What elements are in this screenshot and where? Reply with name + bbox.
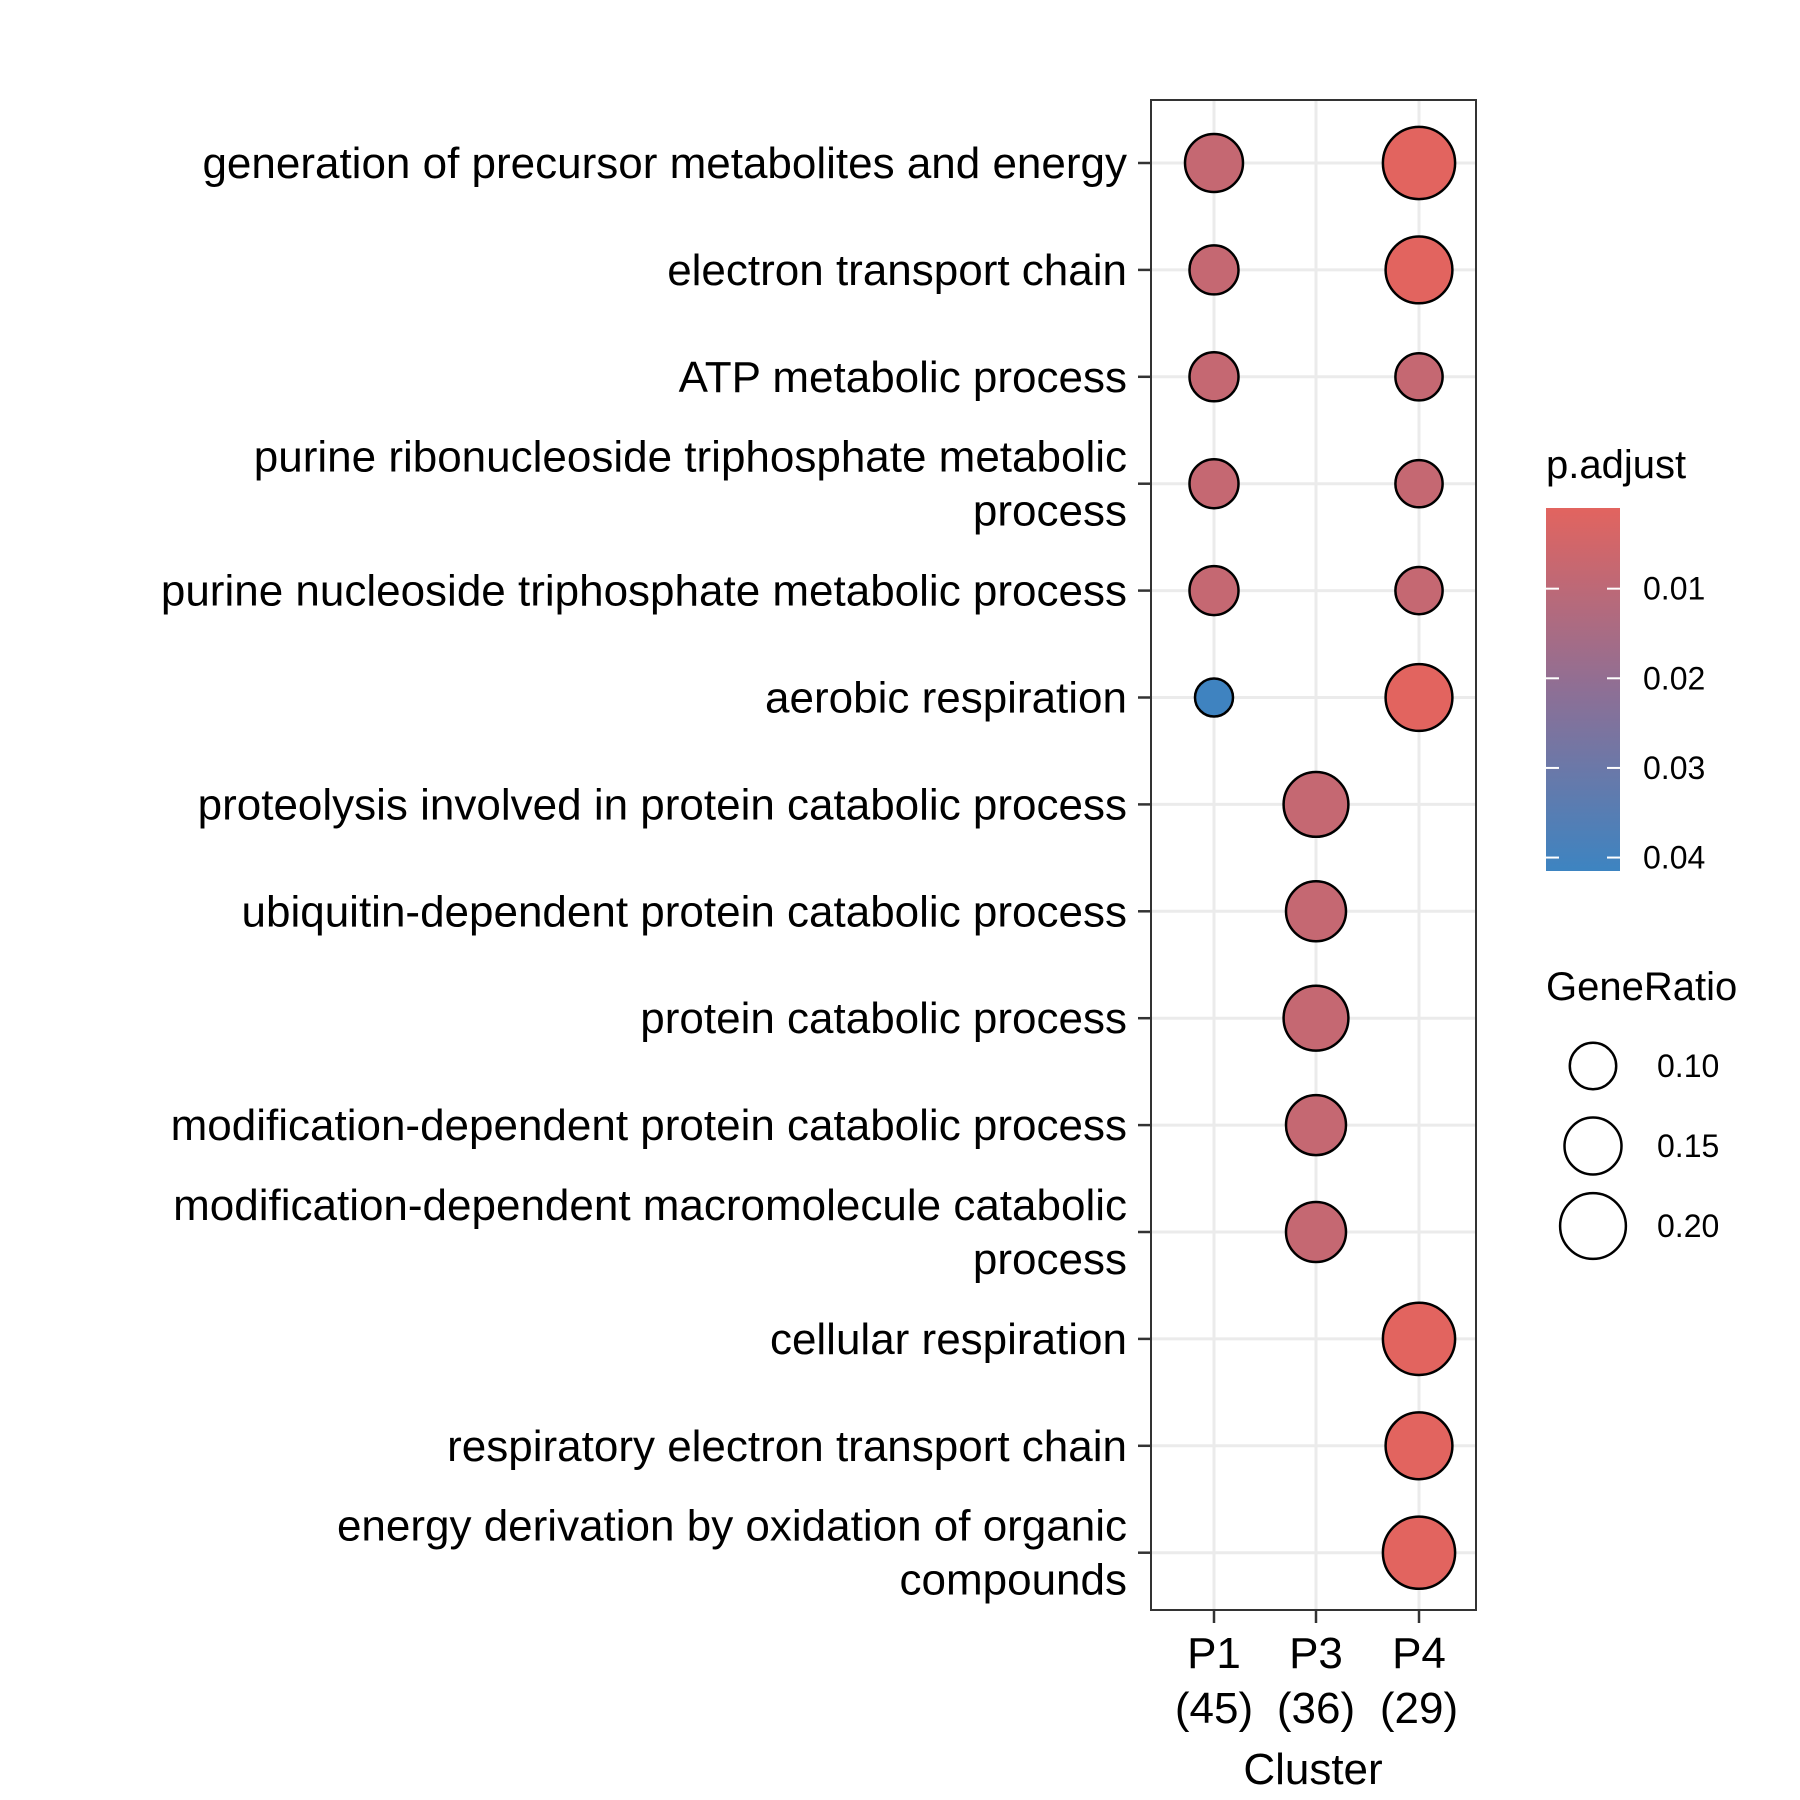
data-points: [1183, 125, 1457, 1591]
data-point: [1193, 677, 1235, 718]
plot-panel-border: [1150, 99, 1477, 1611]
x-axis-title: Cluster: [1243, 1745, 1382, 1794]
y-axis-label: proteolysis involved in protein cataboli…: [198, 780, 1127, 829]
data-point: [1282, 984, 1350, 1052]
data-point: [1284, 1200, 1348, 1264]
x-axis-count-label: (45): [1175, 1684, 1253, 1733]
size-legend-circle: [1558, 1191, 1628, 1261]
data-point: [1188, 564, 1240, 617]
y-axis-label: compounds: [900, 1556, 1127, 1605]
data-point: [1284, 1093, 1348, 1157]
size-legend: GeneRatio 0.10 0.15 0.20: [1546, 965, 1737, 1261]
y-axis-label: cellular respiration: [770, 1315, 1127, 1364]
y-axis-label: electron transport chain: [667, 246, 1127, 295]
y-axis-label: purine nucleoside triphosphate metabolic…: [161, 567, 1127, 616]
y-axis-label: purine ribonucleoside triphosphate metab…: [254, 433, 1127, 482]
x-axis-label: P4: [1392, 1629, 1446, 1678]
color-legend-ticks: 0.01 0.02 0.03 0.04: [1546, 571, 1705, 876]
color-legend-bar: [1546, 508, 1620, 871]
y-axis-label: process: [973, 1235, 1127, 1284]
size-legend-label: 0.10: [1657, 1048, 1719, 1084]
color-legend-label: 0.02: [1643, 660, 1705, 696]
y-axis-label: aerobic respiration: [765, 674, 1127, 723]
data-point: [1381, 1301, 1457, 1377]
data-point: [1384, 235, 1454, 305]
x-axis-count-label: (36): [1277, 1684, 1355, 1733]
y-axis-label: respiratory electron transport chain: [447, 1422, 1127, 1471]
size-legend-items: 0.10 0.15 0.20: [1558, 1041, 1719, 1261]
data-point: [1394, 565, 1444, 616]
color-legend-label: 0.01: [1643, 571, 1705, 607]
color-legend-title: p.adjust: [1546, 443, 1686, 487]
y-axis-label: process: [973, 487, 1127, 536]
data-point: [1188, 244, 1240, 296]
data-point: [1183, 132, 1245, 194]
y-axis-label: modification-dependent protein catabolic…: [171, 1101, 1127, 1150]
data-point: [1188, 351, 1240, 403]
y-axis-label: protein catabolic process: [640, 994, 1127, 1043]
data-point: [1381, 125, 1457, 201]
color-legend-label: 0.03: [1643, 750, 1705, 786]
size-legend-title: GeneRatio: [1546, 965, 1737, 1009]
size-legend-label: 0.15: [1657, 1128, 1719, 1164]
y-axis-label: ATP metabolic process: [679, 353, 1127, 402]
data-point: [1188, 457, 1240, 510]
y-axis-label: modification-dependent macromolecule cat…: [173, 1181, 1127, 1230]
data-point: [1394, 351, 1444, 402]
data-point: [1381, 1515, 1457, 1591]
data-point: [1284, 880, 1348, 943]
plot-panel: [1151, 100, 1476, 1610]
size-legend-circle: [1568, 1041, 1618, 1091]
y-axis: generation of precursor metabolites and …: [161, 139, 1151, 1605]
y-axis-label: ubiquitin-dependent protein catabolic pr…: [242, 887, 1127, 936]
plot-area: [1150, 99, 1477, 1611]
size-legend-label: 0.20: [1657, 1208, 1719, 1244]
data-point: [1384, 662, 1454, 733]
data-point: [1394, 458, 1444, 509]
y-axis-label: energy derivation by oxidation of organi…: [337, 1502, 1127, 1551]
x-axis-label: P1: [1187, 1629, 1241, 1678]
color-legend: p.adjust 0.01 0.02 0.03 0.04: [1546, 443, 1705, 876]
data-point: [1384, 1411, 1454, 1481]
size-legend-circle: [1563, 1116, 1623, 1176]
x-axis: P1 (45) P3 (36) P4 (29): [1175, 1610, 1458, 1733]
y-axis-label: generation of precursor metabolites and …: [202, 139, 1127, 188]
x-axis-label: P3: [1289, 1629, 1343, 1678]
color-legend-label: 0.04: [1643, 840, 1705, 876]
data-point: [1282, 770, 1350, 839]
x-axis-count-label: (29): [1380, 1684, 1458, 1733]
